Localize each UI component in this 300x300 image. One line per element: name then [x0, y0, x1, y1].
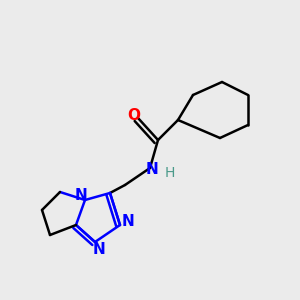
- Text: N: N: [122, 214, 134, 230]
- Text: N: N: [75, 188, 87, 203]
- Text: N: N: [93, 242, 105, 257]
- Text: N: N: [146, 161, 158, 176]
- Text: H: H: [165, 166, 175, 180]
- Text: O: O: [128, 109, 140, 124]
